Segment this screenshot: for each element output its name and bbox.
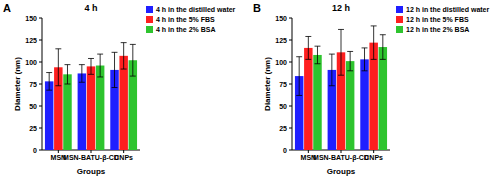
y-tick [39,106,42,107]
error-bar [380,35,386,60]
panel-label: A [3,2,11,14]
x-tick [308,150,309,153]
error-bar [79,65,85,83]
x-tick-label: MSN-BATU-β-CD [63,154,119,162]
legend-swatch [146,16,153,23]
error-bar [329,54,335,86]
legend-label: 4 h in the distilled water [156,6,236,13]
y-tick [39,18,42,19]
figure: A4 h0255075100125150Diameter (nm)MSNMSN-… [0,0,500,178]
error-bar [305,36,311,59]
y-tick [289,40,292,41]
error-bar [97,54,103,77]
y-tick-label: 75 [29,81,37,88]
bar [379,47,387,150]
y-tick [289,62,292,63]
x-tick [58,150,59,153]
y-tick [39,84,42,85]
bar [45,81,53,150]
y-tick-label: 25 [29,125,37,132]
x-tick [373,150,374,153]
y-tick-label: 0 [33,147,37,154]
title: 12 h [332,3,350,13]
x-axis-label: Groups [327,167,356,176]
x-axis-label: Groups [77,167,106,176]
x-tick [123,150,124,153]
y-tick-label: 125 [25,37,37,44]
error-bar [88,58,94,74]
error-bar [65,65,71,84]
bar [346,61,354,150]
legend-label: 12 h in the 5% FBS [406,16,469,23]
y-tick-label: 50 [279,103,287,110]
y-tick-label: 100 [275,59,287,66]
y-tick [39,62,42,63]
y-axis-label: Diameter (nm) [13,57,22,111]
legend-label: 12 h in the 2% BSA [406,26,469,33]
panel: B12 h0255075100125150Diameter (nm)MSNMSN… [253,2,490,176]
legend-swatch [146,6,153,13]
bar [78,73,86,150]
y-tick-label: 50 [29,103,37,110]
y-tick [289,128,292,129]
legend-swatch [396,16,403,23]
legend-swatch [396,26,403,33]
error-bar [130,44,136,76]
bars [295,26,387,150]
legend-label: 4 h in the 2% BSA [156,26,216,33]
error-bar [362,48,368,71]
bar [87,66,95,150]
error-bar [338,29,344,75]
bar [360,59,368,150]
y-tick [289,106,292,107]
legend-label: 4 h in the 5% FBS [156,16,215,23]
y-tick [39,150,42,151]
y-tick [289,150,292,151]
y-tick [289,84,292,85]
bar [63,74,71,150]
legend-label: 12 h in the distilled water [406,6,490,13]
bars [45,43,137,150]
y-tick-label: 75 [279,81,287,88]
error-bar [347,51,353,70]
error-bar [121,43,127,69]
panel-label: B [253,2,261,14]
y-tick-label: 150 [25,15,37,22]
x-tick [341,150,342,153]
legend-swatch [396,6,403,13]
y-tick-label: 0 [283,147,287,154]
bar [304,48,312,150]
y-axis-label: Diameter (nm) [263,57,272,111]
bar [96,66,104,150]
error-bar [296,57,302,96]
y-tick [39,128,42,129]
title: 4 h [84,3,97,13]
legend-swatch [146,26,153,33]
y-tick [39,40,42,41]
error-bar [46,73,52,91]
x-tick-label: CNPs [364,154,383,161]
error-bar [315,46,321,64]
y-tick [289,18,292,19]
x-tick [91,150,92,153]
error-bar [55,49,61,86]
x-tick-label: CNPs [114,154,133,161]
bar [313,55,321,150]
x-tick-label: MSN-BATU-β-CD [313,154,369,162]
error-bar [112,52,118,87]
y-tick-label: 125 [275,37,287,44]
error-bar [371,26,377,59]
panel: A4 h0255075100125150Diameter (nm)MSNMSN-… [3,2,236,176]
y-tick-label: 25 [279,125,287,132]
y-tick-label: 100 [25,59,37,66]
y-tick-label: 150 [275,15,287,22]
bar [119,56,127,150]
